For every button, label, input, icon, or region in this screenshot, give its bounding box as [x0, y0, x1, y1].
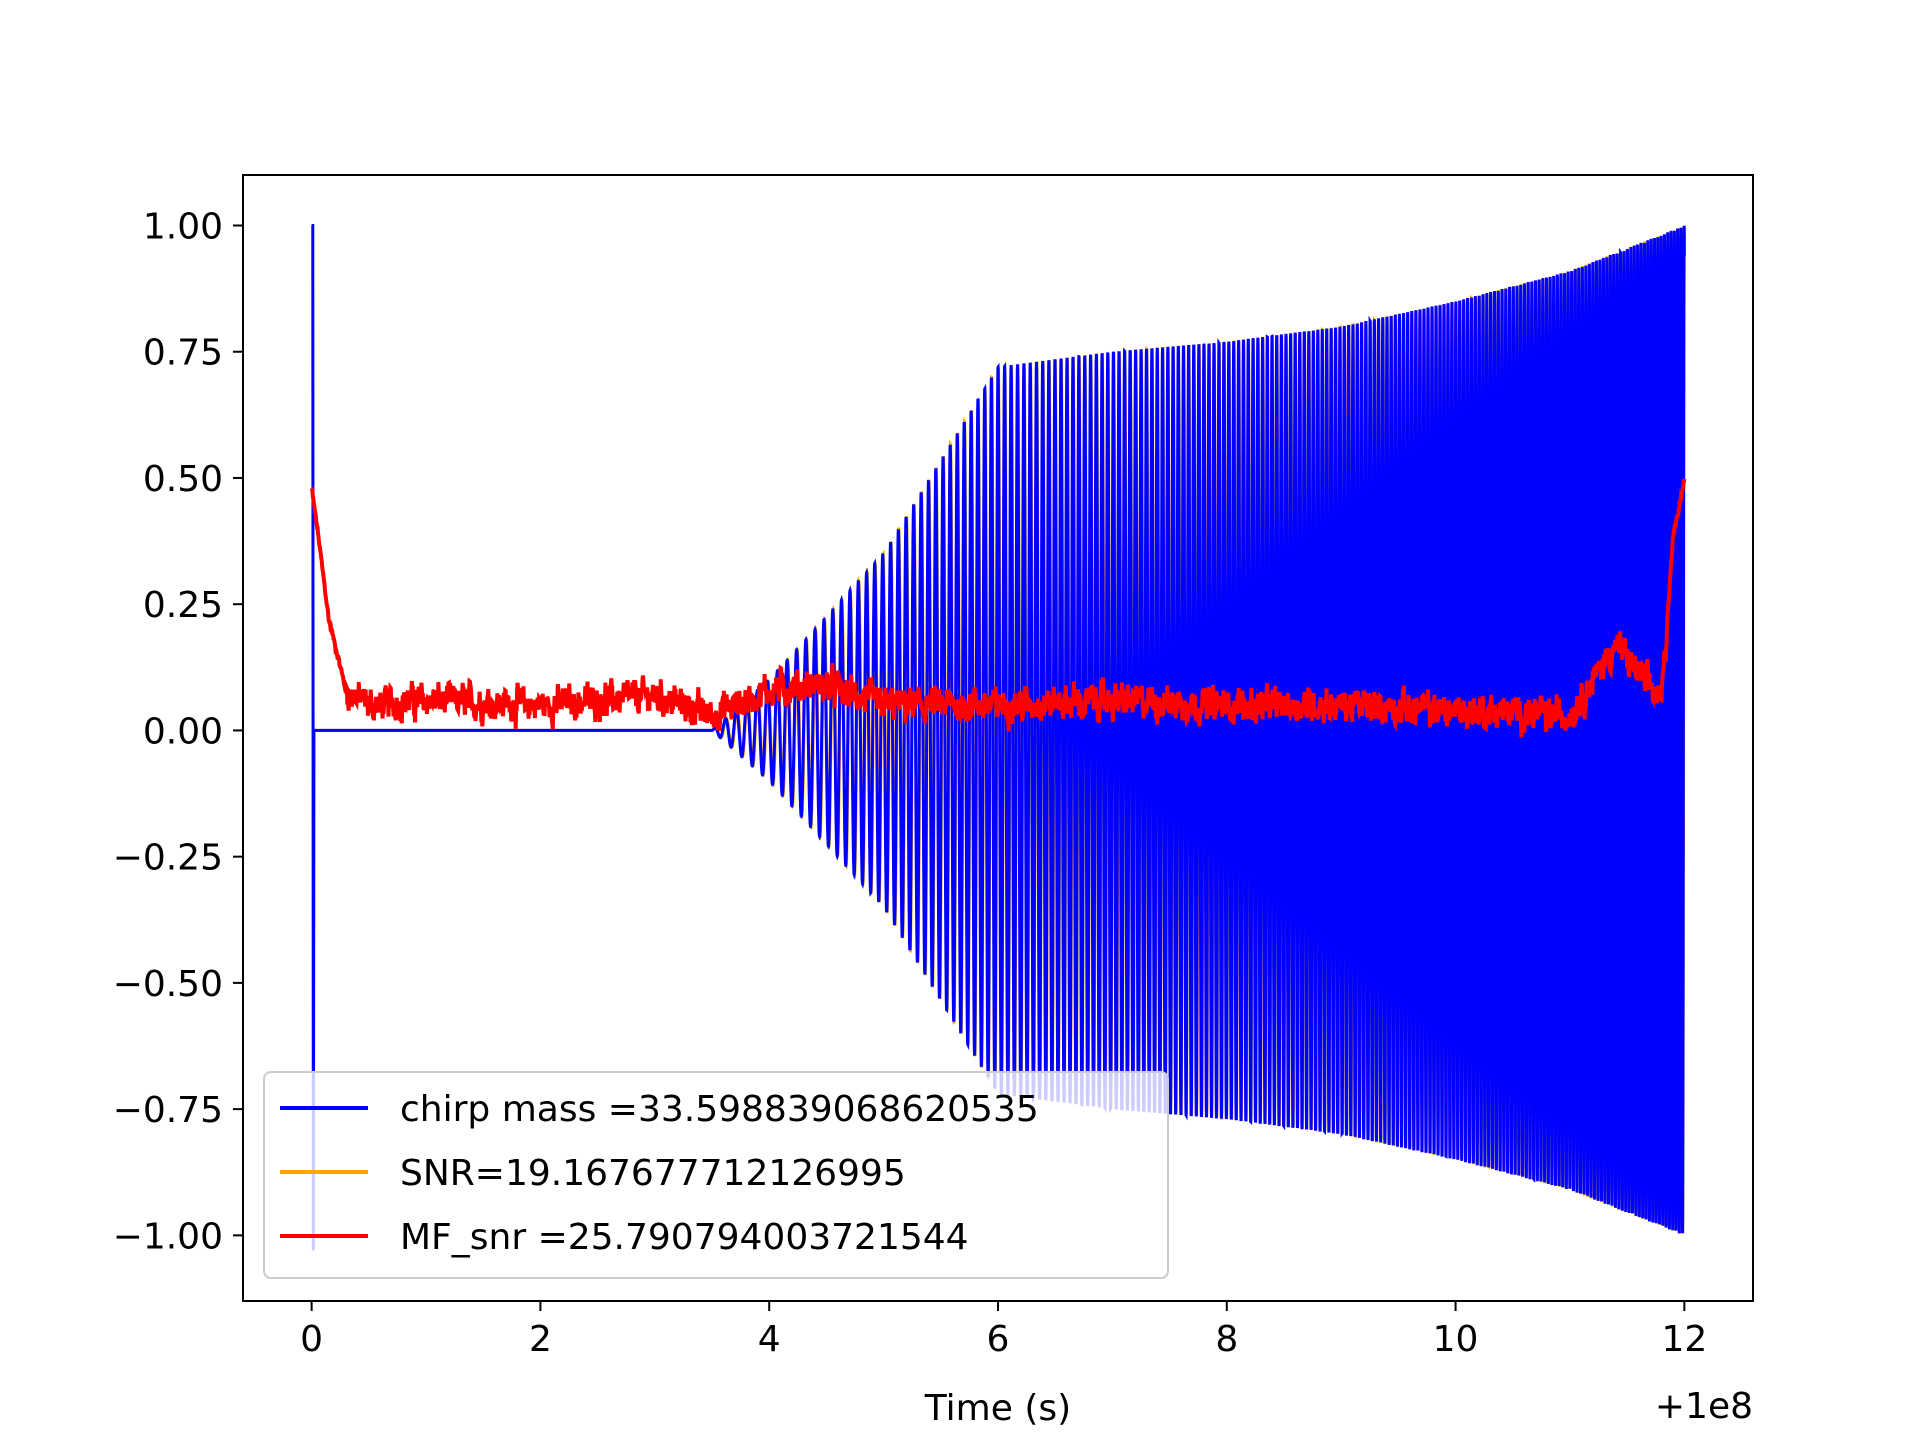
series-layer — [309, 223, 1687, 1251]
y-tick-label: −0.25 — [113, 838, 223, 879]
y-tick-label: 0.25 — [143, 585, 223, 626]
x-tick-label: 4 — [758, 1319, 781, 1360]
x-offset-label: +1e8 — [1655, 1386, 1753, 1427]
y-tick-label: 1.00 — [143, 206, 223, 247]
x-tick-label: 2 — [529, 1319, 552, 1360]
x-tick-label: 12 — [1661, 1319, 1707, 1360]
y-tick-label: −1.00 — [113, 1216, 223, 1257]
x-tick-label: 8 — [1215, 1319, 1238, 1360]
y-tick-label: 0.00 — [143, 711, 223, 752]
legend-box — [263, 1071, 1169, 1279]
x-tick-label: 0 — [300, 1319, 323, 1360]
series-line-chirp-mass — [311, 223, 1686, 1251]
y-tick-label: −0.75 — [113, 1090, 223, 1131]
ticks-layer: 0 2 4 6 8 10 12 1.00 0.75 0.50 0.25 0.00 −0.25 −0.50 −… — [113, 206, 1708, 1360]
x-axis-label: Time (s) — [924, 1388, 1071, 1429]
y-tick-label: −0.50 — [113, 964, 223, 1005]
legend: chirp mass =33.598839068620535 SNR=19.16… — [263, 1071, 1169, 1279]
legend-label-snr: SNR=19.167677712126995 — [400, 1153, 906, 1194]
x-tick-label: 6 — [987, 1319, 1010, 1360]
x-tick-label: 10 — [1433, 1319, 1479, 1360]
legend-label-mf-snr: MF_snr =25.790794003721544 — [400, 1217, 969, 1258]
series-line-mf-snr — [309, 478, 1687, 738]
legend-label-chirp: chirp mass =33.598839068620535 — [400, 1089, 1039, 1130]
y-tick-label: 0.75 — [143, 333, 223, 374]
y-tick-label: 0.50 — [143, 459, 223, 500]
